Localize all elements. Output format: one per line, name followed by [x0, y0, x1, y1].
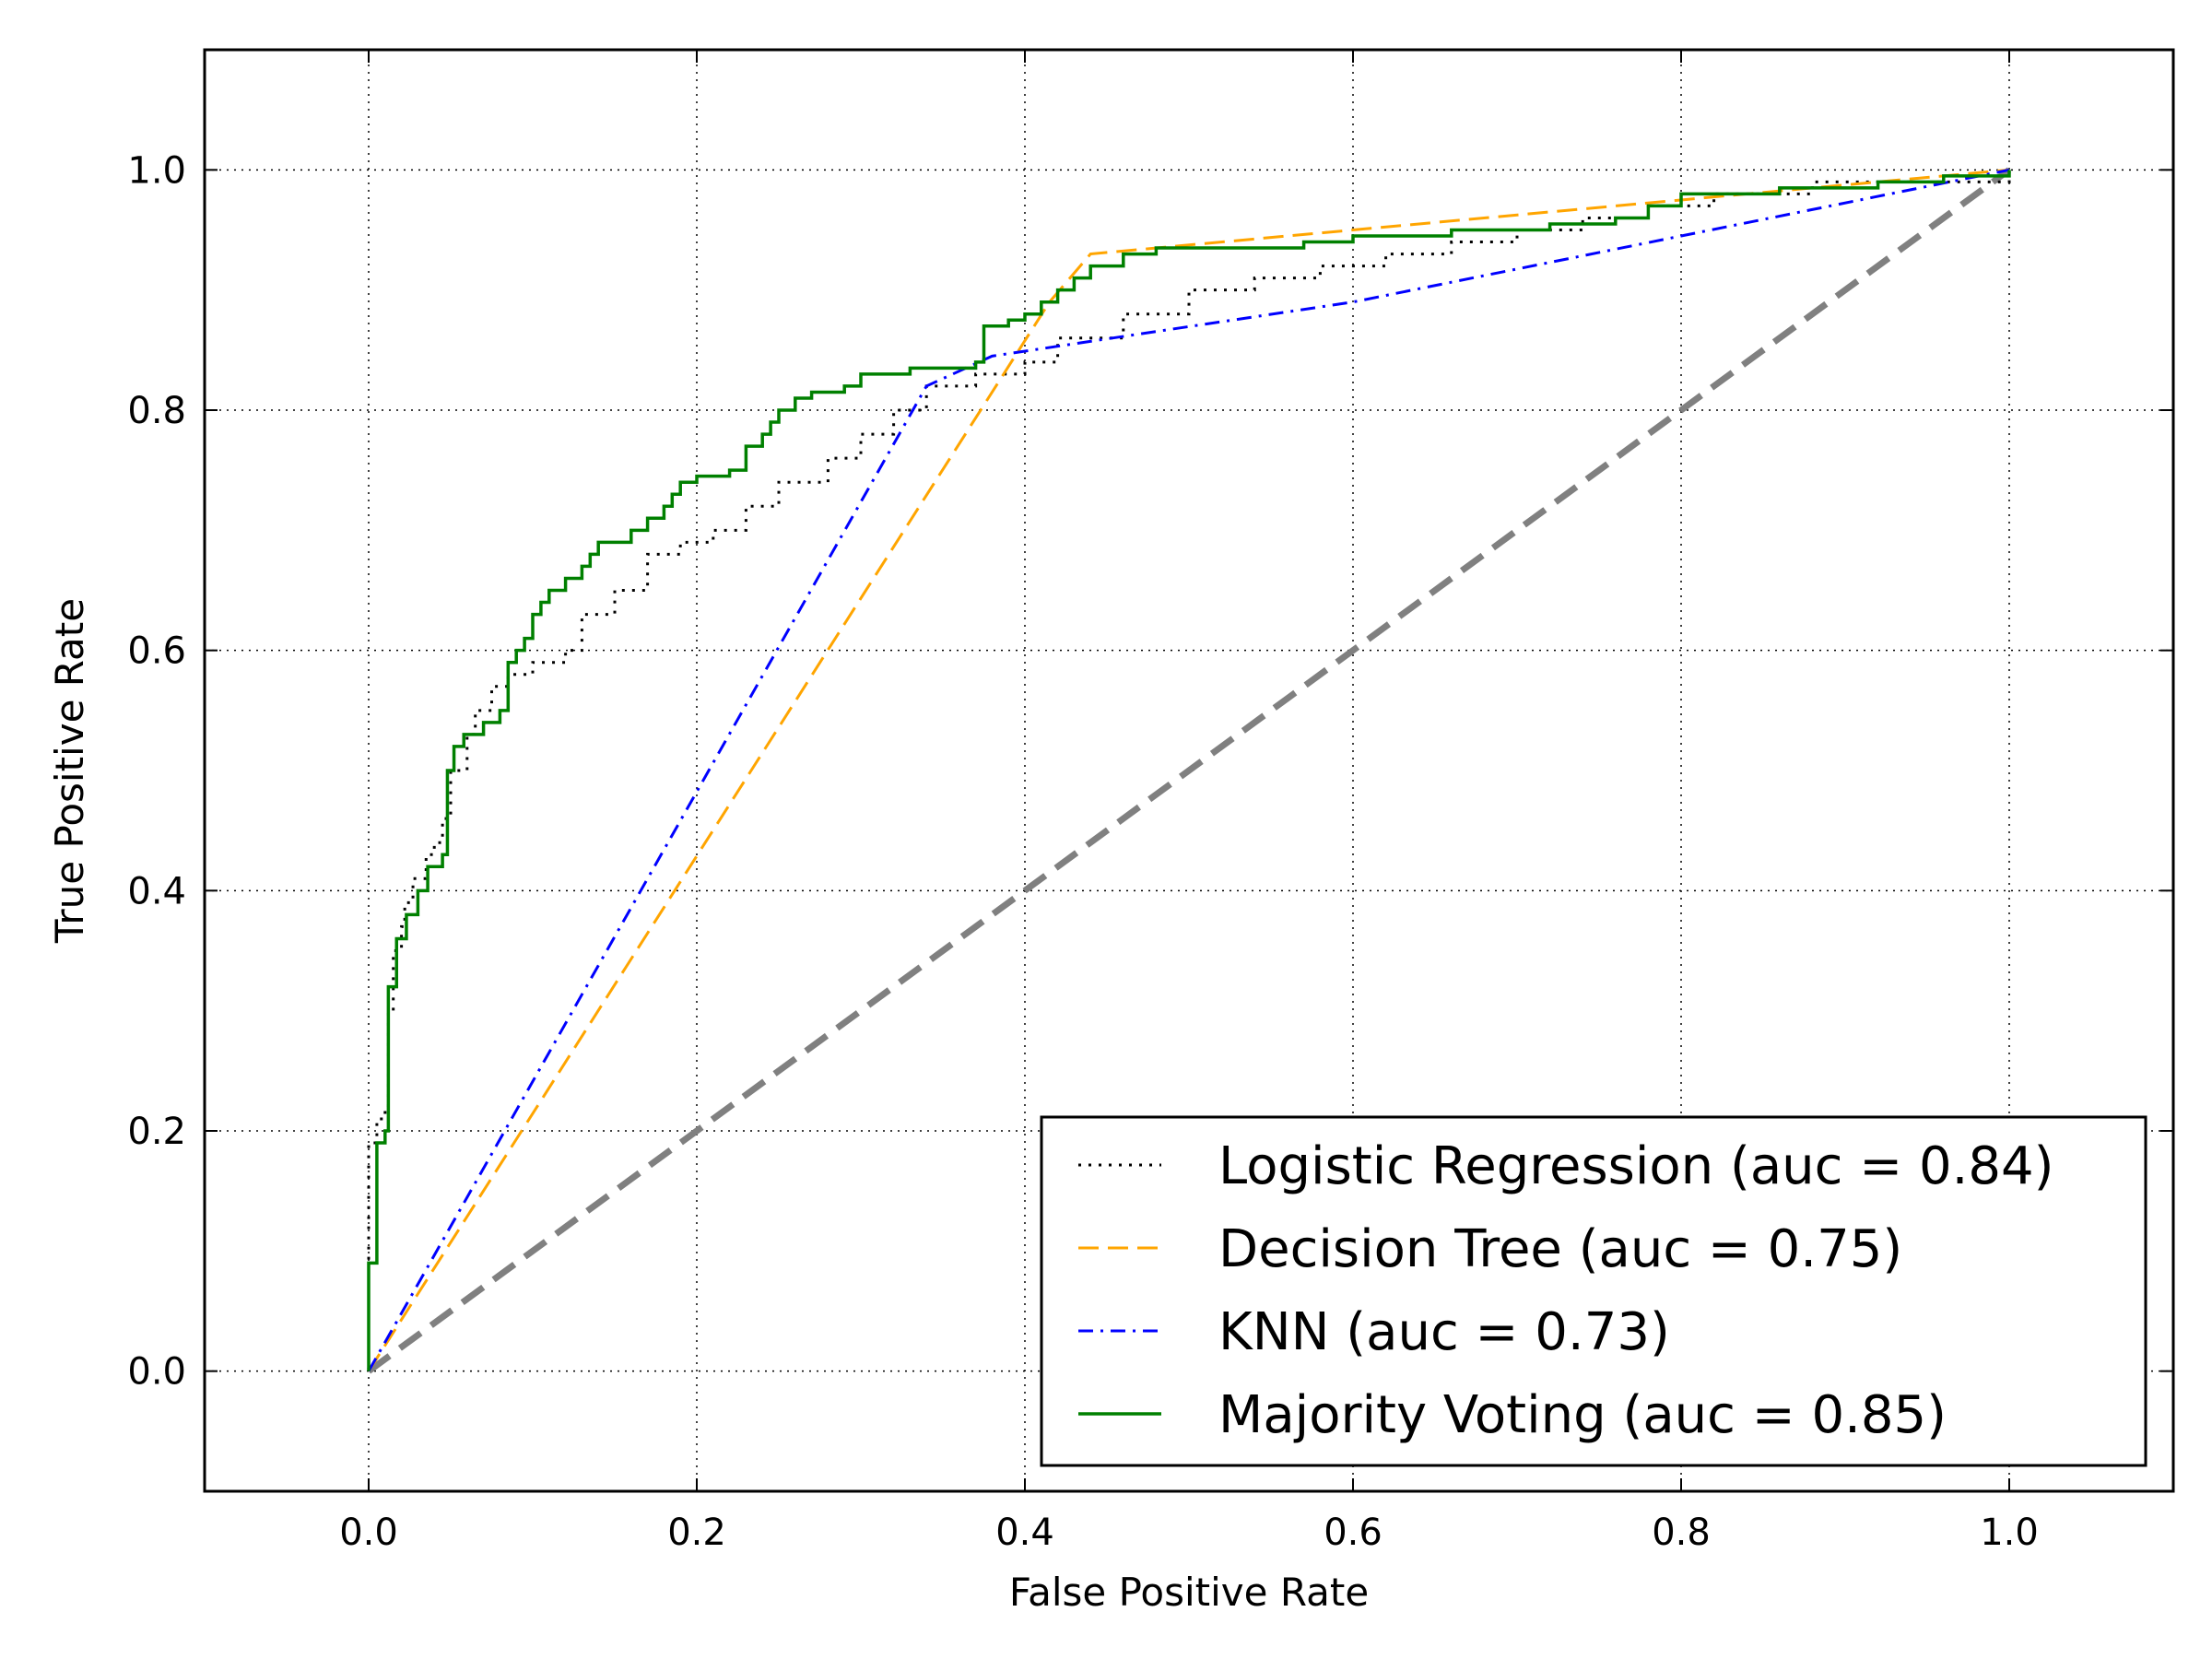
y-tick-label: 0.0	[127, 1351, 186, 1394]
majority-voting-line	[367, 170, 2011, 1371]
x-tick-label: 0.8	[1652, 1512, 1711, 1554]
knn-legend-label: KNN (auc = 0.73)	[1218, 1302, 1670, 1362]
y-tick-label: 0.2	[127, 1111, 186, 1153]
legend: Logistic Regression (auc = 0.84) Decision…	[1040, 1115, 2147, 1467]
y-tick-label: 0.4	[127, 870, 186, 912]
logistic-regression-line	[367, 170, 2011, 1371]
knn-line	[367, 168, 2010, 1372]
majority-voting-legend-label: Majority Voting (auc = 0.85)	[1218, 1385, 1947, 1445]
y-axis-label: True Positive Rate	[47, 598, 92, 944]
y-tick-label: 1.0	[127, 149, 186, 192]
legend-box	[1040, 1115, 2147, 1467]
chance-diagonal-line	[366, 167, 2012, 1374]
y-tick-label: 0.6	[127, 630, 186, 673]
x-axis-label: False Positive Rate	[1009, 1570, 1369, 1615]
x-tick-label: 0.4	[995, 1512, 1054, 1554]
logistic-regression-legend-label: Logistic Regression (auc = 0.84)	[1218, 1136, 2053, 1196]
decision-tree-line	[367, 168, 2010, 1372]
x-tick-label: 0.6	[1324, 1512, 1382, 1554]
y-tick-label: 0.8	[127, 390, 186, 432]
plot-frame	[203, 48, 2175, 1493]
series-layer	[366, 167, 2012, 1374]
x-tick-label: 1.0	[1980, 1512, 2039, 1554]
x-tick-label: 0.2	[667, 1512, 726, 1554]
ticks	[205, 50, 2173, 1491]
tick-labels: 0.0 0.2 0.4 0.6 0.8 1.0 0.0 0.2 0.4 0.6 0.8 1.0	[127, 149, 2038, 1554]
decision-tree-legend-label: Decision Tree (auc = 0.75)	[1218, 1219, 1902, 1279]
x-tick-label: 0.0	[339, 1512, 398, 1554]
